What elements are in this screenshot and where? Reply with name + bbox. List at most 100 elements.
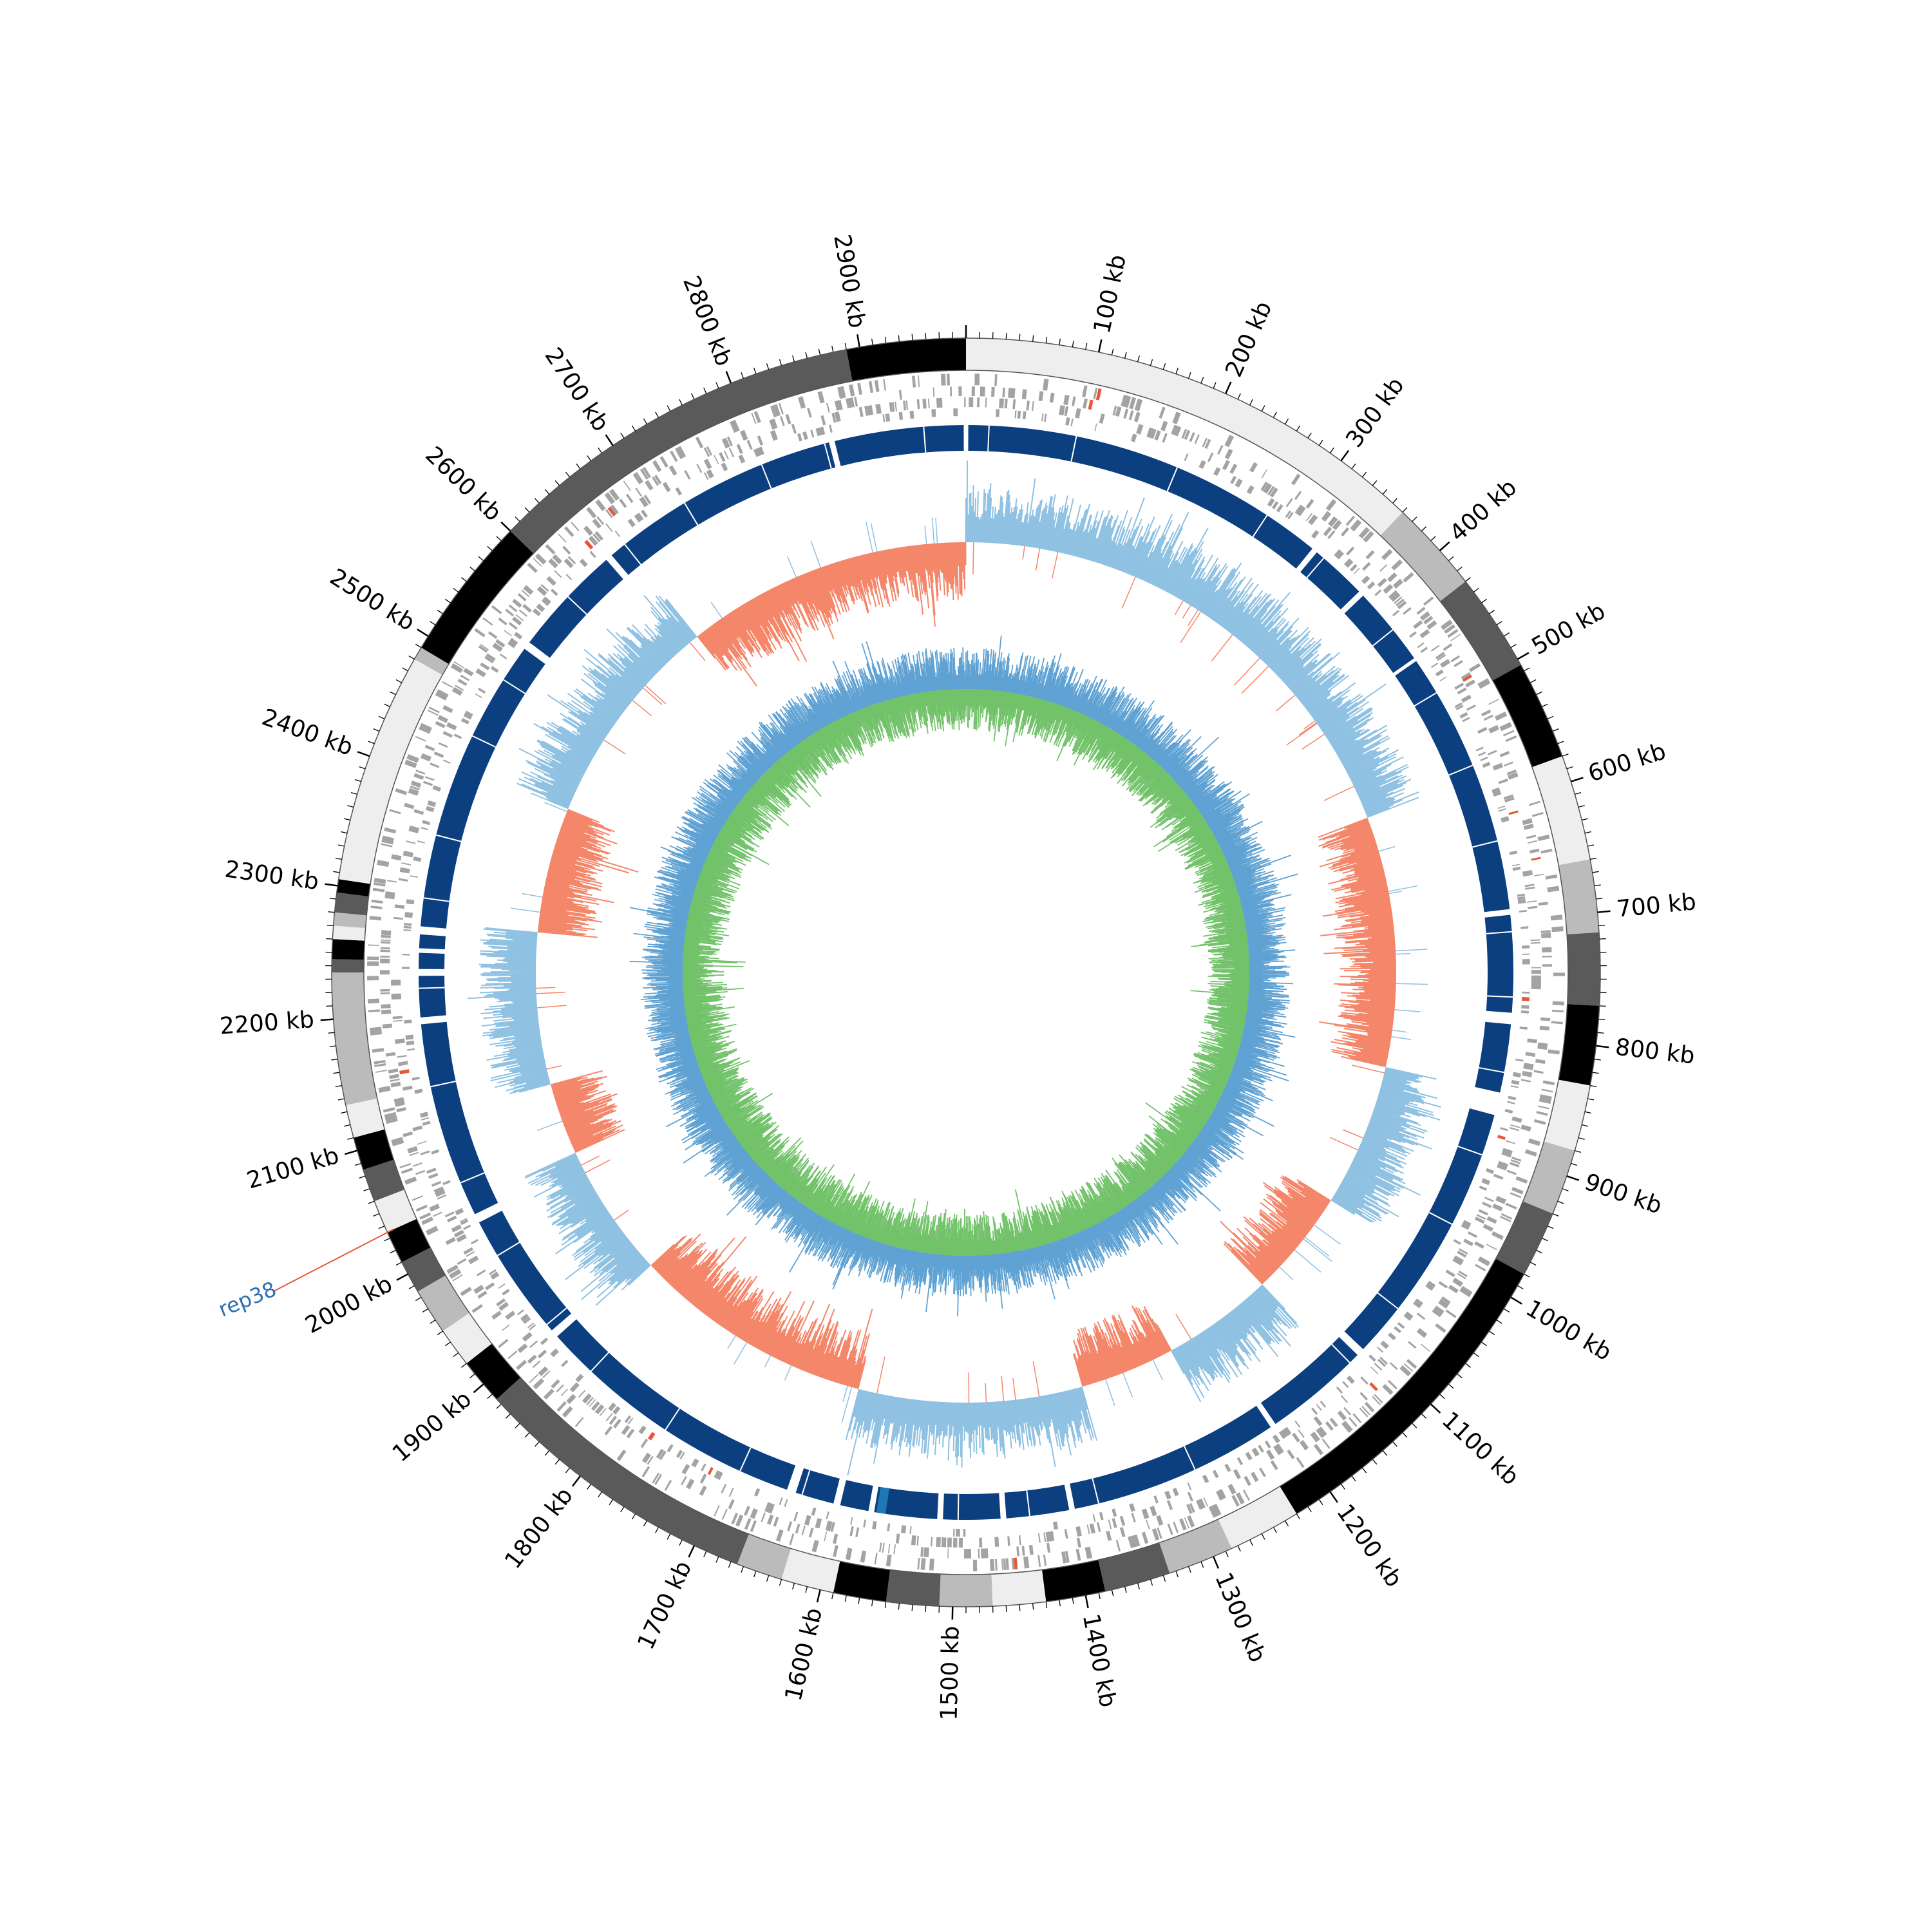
skew-bar [521, 783, 571, 806]
skew-bar [514, 1069, 547, 1079]
gc-bar-outer [1130, 715, 1150, 743]
minor-tick [753, 1571, 757, 1578]
skew-bar [1378, 1093, 1418, 1106]
skew-bar [788, 580, 801, 605]
feature-mark [508, 604, 518, 612]
skew-bar [1290, 674, 1309, 691]
skew-bar [550, 860, 598, 875]
skew-bar [543, 893, 600, 905]
skew-bar [1297, 1182, 1330, 1204]
skew-bar [1222, 593, 1249, 628]
gc-bar-outer [1076, 692, 1086, 712]
skew-bar [1062, 1391, 1077, 1448]
skew-bar [540, 908, 586, 916]
feature-mark [706, 469, 714, 478]
tick-label: 800 kb [1614, 1034, 1696, 1070]
feature-mark [1440, 620, 1453, 630]
feature-mark [471, 1238, 479, 1245]
skew-bar [1253, 627, 1278, 654]
minor-tick [496, 1403, 502, 1409]
feature-mark [508, 621, 518, 630]
skew-bar [1044, 1395, 1051, 1426]
gc-bar-outer [1059, 665, 1075, 706]
feature-mark [721, 1484, 727, 1493]
skew-bar [1284, 667, 1304, 685]
gc-bar-inner [1023, 696, 1028, 710]
skew-bar [500, 1009, 538, 1014]
skew-bar [1261, 1284, 1286, 1310]
gc-bar-outer [1052, 671, 1063, 703]
feature-mark [1450, 634, 1461, 641]
skew-bar [841, 560, 855, 601]
gc-bar-inner [1167, 784, 1179, 795]
skew-bar [1013, 518, 1018, 545]
skew-bar [651, 1236, 685, 1267]
major-tick [396, 1273, 409, 1281]
skew-bar [550, 1159, 580, 1175]
skew-bar [1379, 1089, 1441, 1108]
skew-bar [705, 629, 737, 671]
minor-tick [354, 779, 361, 782]
skew-bar [1334, 739, 1356, 753]
gc-bar-outer [1100, 701, 1113, 724]
skew-bar [880, 550, 887, 578]
feature-mark [466, 1251, 475, 1257]
gc-bar-outer [1112, 711, 1124, 730]
major-tick [1084, 1595, 1089, 1609]
skew-bar [922, 544, 927, 569]
skew-bar [1285, 654, 1320, 685]
skew-bar [554, 844, 602, 861]
skew-bar [1331, 1048, 1387, 1062]
feature-mark [779, 416, 785, 426]
skew-bar [553, 851, 582, 860]
skew-bar [1112, 1331, 1130, 1371]
skew-bar [933, 1401, 937, 1445]
feature-mark [415, 1204, 428, 1212]
skew-bar [1311, 682, 1356, 717]
skew-bar [1333, 858, 1381, 873]
skew-bar [610, 1249, 638, 1274]
skew-bar [1021, 515, 1027, 546]
minor-tick [1599, 1005, 1606, 1007]
gc-bar-outer [1205, 803, 1233, 822]
skew-bar [1340, 891, 1389, 902]
skew-bar [848, 1361, 857, 1387]
feature-mark [909, 1526, 912, 1534]
skew-bar [896, 547, 904, 583]
skew-bar [980, 513, 983, 543]
feature-mark [1075, 408, 1081, 419]
feature-mark [527, 1322, 535, 1329]
block-track [419, 425, 1514, 1520]
feature-mark [1350, 564, 1358, 572]
skew-bar [990, 506, 994, 544]
skew-bar [537, 931, 598, 938]
skew-bar [1007, 1400, 1012, 1432]
gc-bar-inner [1087, 719, 1095, 732]
skew-bar [1328, 712, 1373, 742]
skew-bar [489, 1023, 539, 1031]
skew-bar [1209, 588, 1231, 619]
skew-bar [779, 1335, 793, 1361]
gc-bar-inner [1021, 696, 1030, 730]
feature-mark [565, 574, 573, 581]
gc-bar-outer [1149, 728, 1174, 757]
feature-mark [589, 551, 596, 558]
skew-bar [851, 1357, 861, 1388]
skew-bar [480, 1008, 538, 1014]
skew-bar [697, 635, 726, 670]
ideogram-segment [363, 1159, 404, 1202]
feature-mark [1291, 473, 1301, 486]
skew-bar [1235, 593, 1272, 638]
minor-tick [1547, 715, 1554, 719]
feature-mark [415, 1170, 426, 1175]
skew-bar [1335, 1191, 1363, 1209]
skew-bar [1370, 1116, 1407, 1130]
skew-bar [1142, 1310, 1166, 1354]
skew-bar [1348, 895, 1390, 904]
skew-bar [1330, 717, 1374, 745]
skew-bar [624, 643, 656, 675]
feature-mark [1406, 1359, 1417, 1369]
skew-bar [833, 1330, 851, 1383]
skew-bar [779, 583, 801, 626]
skew-bar [1145, 1335, 1158, 1359]
